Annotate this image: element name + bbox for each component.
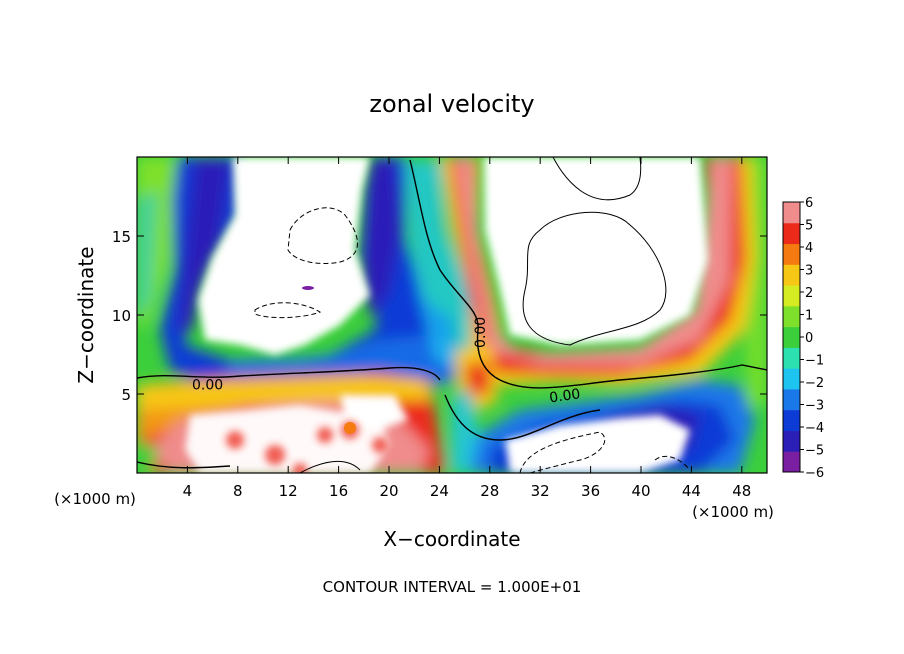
colorbar-swatch bbox=[783, 368, 800, 390]
y-tick-label: 15 bbox=[112, 228, 131, 246]
colorbar-tick-label: 5 bbox=[805, 219, 813, 234]
x-tick-label: 24 bbox=[430, 482, 449, 500]
colorbar-tick-label: 0 bbox=[805, 331, 813, 346]
colorbar-swatch bbox=[783, 222, 800, 245]
contour-interval-footer: CONTOUR INTERVAL = 1.000E+01 bbox=[323, 578, 582, 596]
colorbar-tick-label: −4 bbox=[805, 421, 824, 436]
colorbar-swatch bbox=[783, 243, 800, 265]
colorbar-tick-label: 2 bbox=[805, 286, 813, 301]
colorbar-swatch bbox=[783, 305, 800, 328]
colorbar-tick-label: −2 bbox=[805, 376, 824, 391]
contour-label: 0.00 bbox=[548, 386, 581, 406]
x-tick-label: 16 bbox=[329, 482, 348, 500]
velocity-field bbox=[137, 157, 767, 473]
contour-labels: 0.00 0.00 0.00 bbox=[192, 317, 581, 407]
colorbar-tick-label: 6 bbox=[805, 196, 813, 211]
colorbar: 6 5 4 3 2 1 0 −1 −2 −3 −4 −5 −6 bbox=[782, 196, 824, 481]
x-unit-left: (×1000 m) bbox=[54, 490, 136, 508]
colorbar-swatch bbox=[783, 388, 800, 411]
x-tick-label: 20 bbox=[379, 482, 398, 500]
colorbar-swatch bbox=[783, 326, 800, 348]
contour-label: 0.00 bbox=[473, 317, 489, 348]
colorbar-tick-label: 4 bbox=[805, 241, 813, 256]
colorbar-tick-label: −3 bbox=[805, 399, 824, 414]
y-tick-label: 10 bbox=[112, 307, 131, 325]
chart-title: zonal velocity bbox=[369, 90, 534, 118]
y-axis-ticks: 5 10 15 bbox=[112, 228, 767, 404]
y-axis-label: Z−coordinate bbox=[74, 246, 98, 383]
colorbar-swatch bbox=[783, 285, 800, 307]
x-tick-label: 4 bbox=[183, 482, 193, 500]
x-tick-label: 40 bbox=[631, 482, 650, 500]
colorbar-tick-label: 1 bbox=[805, 309, 813, 324]
contour-label: 0.00 bbox=[192, 377, 223, 393]
y-tick-label: 5 bbox=[121, 386, 131, 404]
colorbar-tick-label: −1 bbox=[805, 354, 824, 369]
colorbar-swatch bbox=[783, 264, 800, 286]
x-axis-ticks: 4 8 12 16 20 24 28 32 36 40 44 48 bbox=[183, 157, 751, 500]
colorbar-tick-label: −6 bbox=[805, 466, 824, 481]
colorbar-tick-label: 3 bbox=[805, 264, 813, 279]
x-tick-label: 32 bbox=[531, 482, 550, 500]
x-tick-label: 48 bbox=[732, 482, 751, 500]
x-tick-label: 8 bbox=[233, 482, 243, 500]
colorbar-swatch bbox=[783, 202, 800, 224]
colorbar-tick-label: −5 bbox=[805, 444, 824, 459]
x-unit-right: (×1000 m) bbox=[692, 503, 774, 521]
x-tick-label: 36 bbox=[581, 482, 600, 500]
x-tick-label: 12 bbox=[279, 482, 298, 500]
colorbar-swatch bbox=[783, 451, 800, 473]
colorbar-swatch bbox=[783, 409, 800, 431]
colorbar-swatch bbox=[783, 430, 800, 452]
colorbar-swatch bbox=[783, 347, 800, 369]
x-tick-label: 28 bbox=[480, 482, 499, 500]
x-axis-label: X−coordinate bbox=[383, 527, 520, 551]
x-tick-label: 44 bbox=[682, 482, 701, 500]
